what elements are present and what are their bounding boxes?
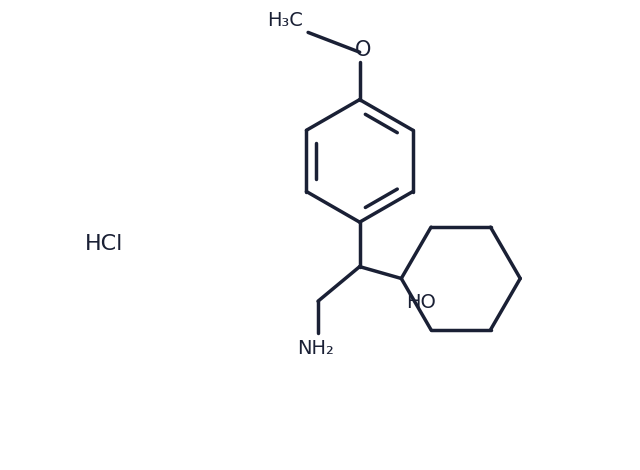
Text: H₃C: H₃C [268, 11, 303, 31]
Text: HO: HO [406, 293, 436, 312]
Text: O: O [355, 40, 371, 60]
Text: NH₂: NH₂ [298, 339, 335, 358]
Text: HCl: HCl [85, 234, 124, 254]
